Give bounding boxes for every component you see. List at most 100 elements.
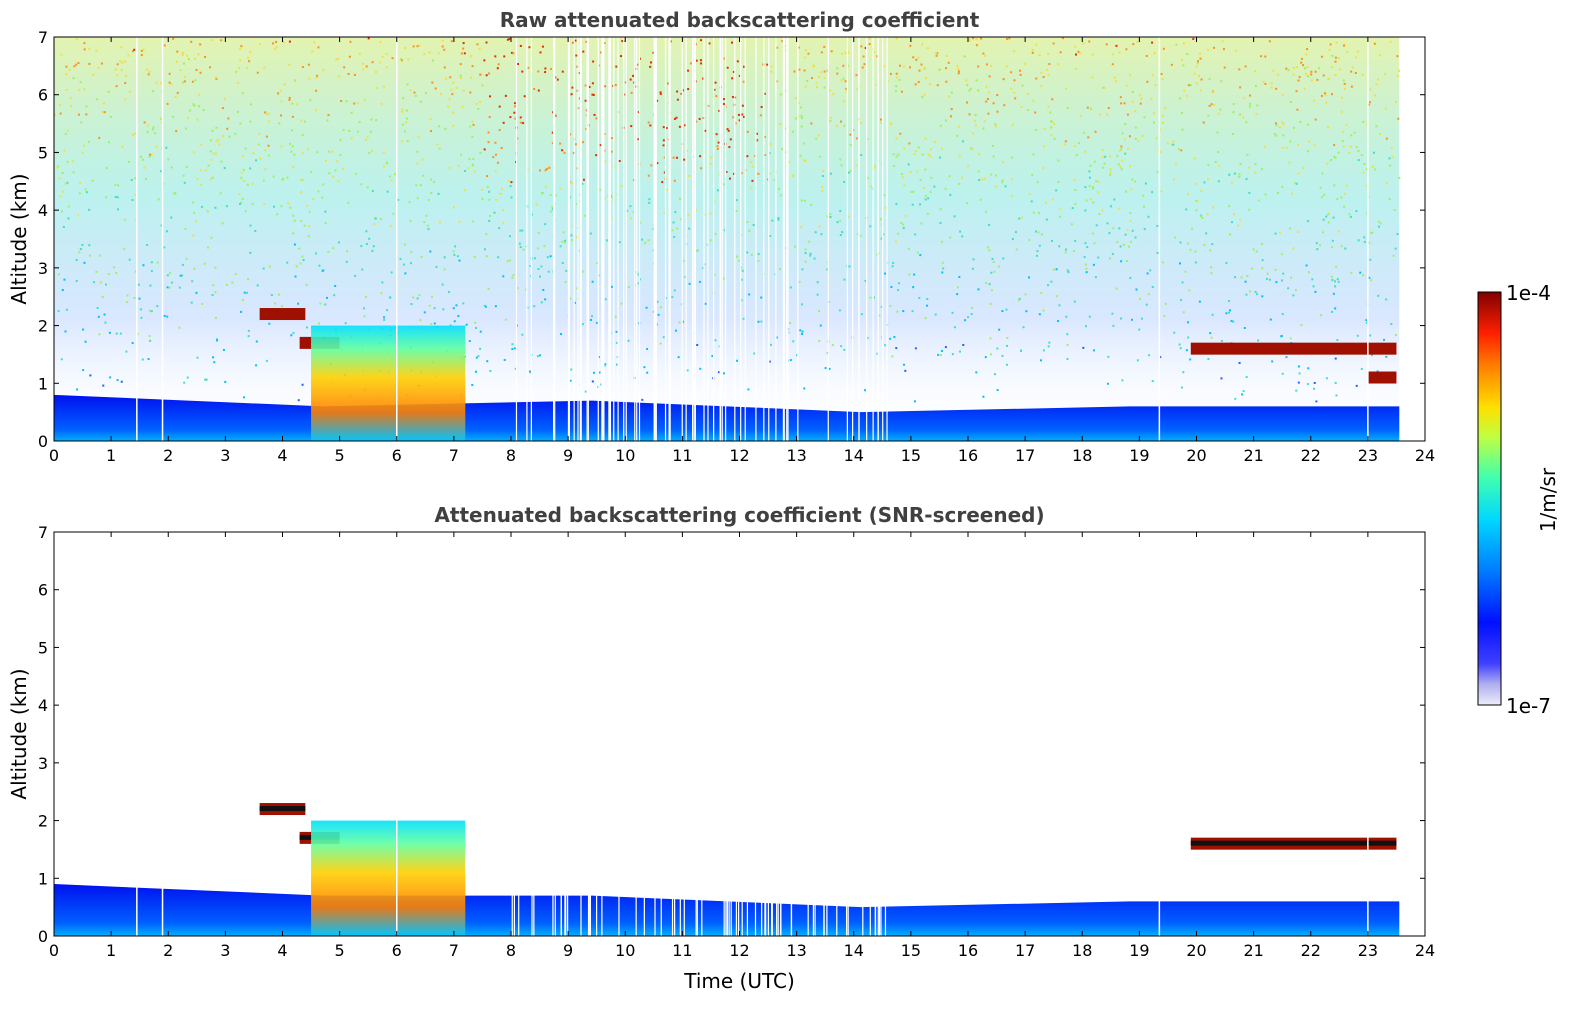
noise-pixel xyxy=(249,224,252,227)
noise-pixel xyxy=(447,291,450,294)
noise-pixel xyxy=(898,78,901,81)
noise-pixel xyxy=(779,123,782,126)
noise-pixel xyxy=(923,66,926,69)
noise-pixel xyxy=(496,161,499,164)
noise-pixel xyxy=(889,305,892,308)
noise-pixel xyxy=(809,254,812,257)
noise-pixel xyxy=(895,37,898,40)
noise-pixel xyxy=(1108,232,1111,235)
noise-pixel xyxy=(514,367,517,370)
noise-pixel xyxy=(1384,73,1387,76)
noise-pixel xyxy=(591,280,594,283)
noise-pixel xyxy=(443,256,446,259)
noise-pixel xyxy=(533,305,536,308)
noise-pixel xyxy=(410,262,413,265)
noise-pixel xyxy=(820,233,823,236)
noise-pixel xyxy=(766,63,769,66)
noise-pixel xyxy=(210,236,213,239)
noise-pixel xyxy=(1199,57,1202,60)
noise-pixel xyxy=(1088,315,1091,318)
noise-pixel xyxy=(264,111,267,114)
noise-pixel xyxy=(1348,152,1351,155)
noise-pixel xyxy=(301,178,304,181)
noise-pixel xyxy=(1010,87,1013,90)
noise-pixel xyxy=(1248,290,1251,293)
noise-pixel xyxy=(1389,40,1392,43)
noise-pixel xyxy=(513,102,516,105)
noise-pixel xyxy=(897,282,900,285)
noise-pixel xyxy=(903,147,906,150)
noise-pixel xyxy=(1275,134,1278,137)
noise-pixel xyxy=(564,239,567,242)
noise-pixel xyxy=(829,172,832,175)
noise-pixel xyxy=(1094,276,1097,279)
noise-pixel xyxy=(1186,53,1189,56)
noise-pixel xyxy=(371,61,374,64)
noise-pixel xyxy=(1057,181,1060,184)
noise-pixel xyxy=(804,252,807,255)
noise-pixel xyxy=(215,126,218,129)
noise-pixel xyxy=(913,273,916,276)
noise-pixel xyxy=(1248,166,1251,169)
plot-title: Attenuated backscattering coefficient (S… xyxy=(434,503,1044,527)
noise-pixel xyxy=(274,40,277,43)
noise-pixel xyxy=(964,319,967,322)
noise-pixel xyxy=(1234,397,1237,400)
noise-pixel xyxy=(107,90,110,93)
noise-pixel xyxy=(280,205,283,208)
noise-pixel xyxy=(900,90,903,93)
noise-pixel xyxy=(215,77,218,80)
noise-pixel xyxy=(479,151,482,154)
noise-pixel xyxy=(641,238,644,241)
noise-pixel xyxy=(1038,313,1041,316)
noise-pixel xyxy=(1196,62,1199,65)
noise-pixel xyxy=(1118,149,1121,152)
noise-pixel xyxy=(114,183,117,186)
noise-pixel xyxy=(961,235,964,238)
noise-pixel xyxy=(1343,205,1346,208)
noise-pixel xyxy=(488,72,491,75)
noise-pixel xyxy=(1254,290,1257,293)
noise-pixel xyxy=(293,153,296,156)
noise-pixel xyxy=(800,125,803,128)
noise-pixel xyxy=(1331,66,1334,69)
y-tick-label: 3 xyxy=(38,754,48,773)
noise-pixel xyxy=(620,302,623,305)
noise-pixel xyxy=(1059,51,1062,54)
noise-pixel xyxy=(986,97,989,100)
noise-pixel xyxy=(813,257,816,260)
noise-pixel xyxy=(957,67,960,70)
noise-pixel xyxy=(715,95,718,98)
noise-pixel xyxy=(381,55,384,58)
noise-pixel xyxy=(1082,131,1085,134)
noise-pixel xyxy=(246,183,249,186)
noise-pixel xyxy=(211,294,214,297)
noise-pixel xyxy=(855,137,858,140)
noise-pixel xyxy=(1071,207,1074,210)
noise-pixel xyxy=(1172,140,1175,143)
noise-pixel xyxy=(415,184,418,187)
noise-pixel xyxy=(75,38,78,41)
noise-pixel xyxy=(226,127,229,130)
noise-pixel xyxy=(1111,253,1114,256)
noise-pixel xyxy=(856,88,859,91)
noise-pixel xyxy=(214,291,217,294)
noise-pixel xyxy=(1039,359,1042,362)
noise-pixel xyxy=(926,212,929,215)
noise-pixel xyxy=(1333,155,1336,158)
noise-pixel xyxy=(1022,326,1025,329)
noise-pixel xyxy=(64,132,67,135)
noise-pixel xyxy=(789,322,792,325)
noise-pixel xyxy=(450,40,453,43)
noise-pixel xyxy=(665,126,668,129)
noise-pixel xyxy=(803,159,806,162)
noise-pixel xyxy=(1277,73,1280,76)
noise-pixel xyxy=(459,153,462,156)
noise-pixel xyxy=(371,190,374,193)
noise-pixel xyxy=(247,335,250,338)
noise-pixel xyxy=(903,65,906,68)
noise-pixel xyxy=(823,45,826,48)
heatmap-field xyxy=(54,532,1400,936)
noise-pixel xyxy=(1025,310,1028,313)
noise-pixel xyxy=(639,221,642,224)
